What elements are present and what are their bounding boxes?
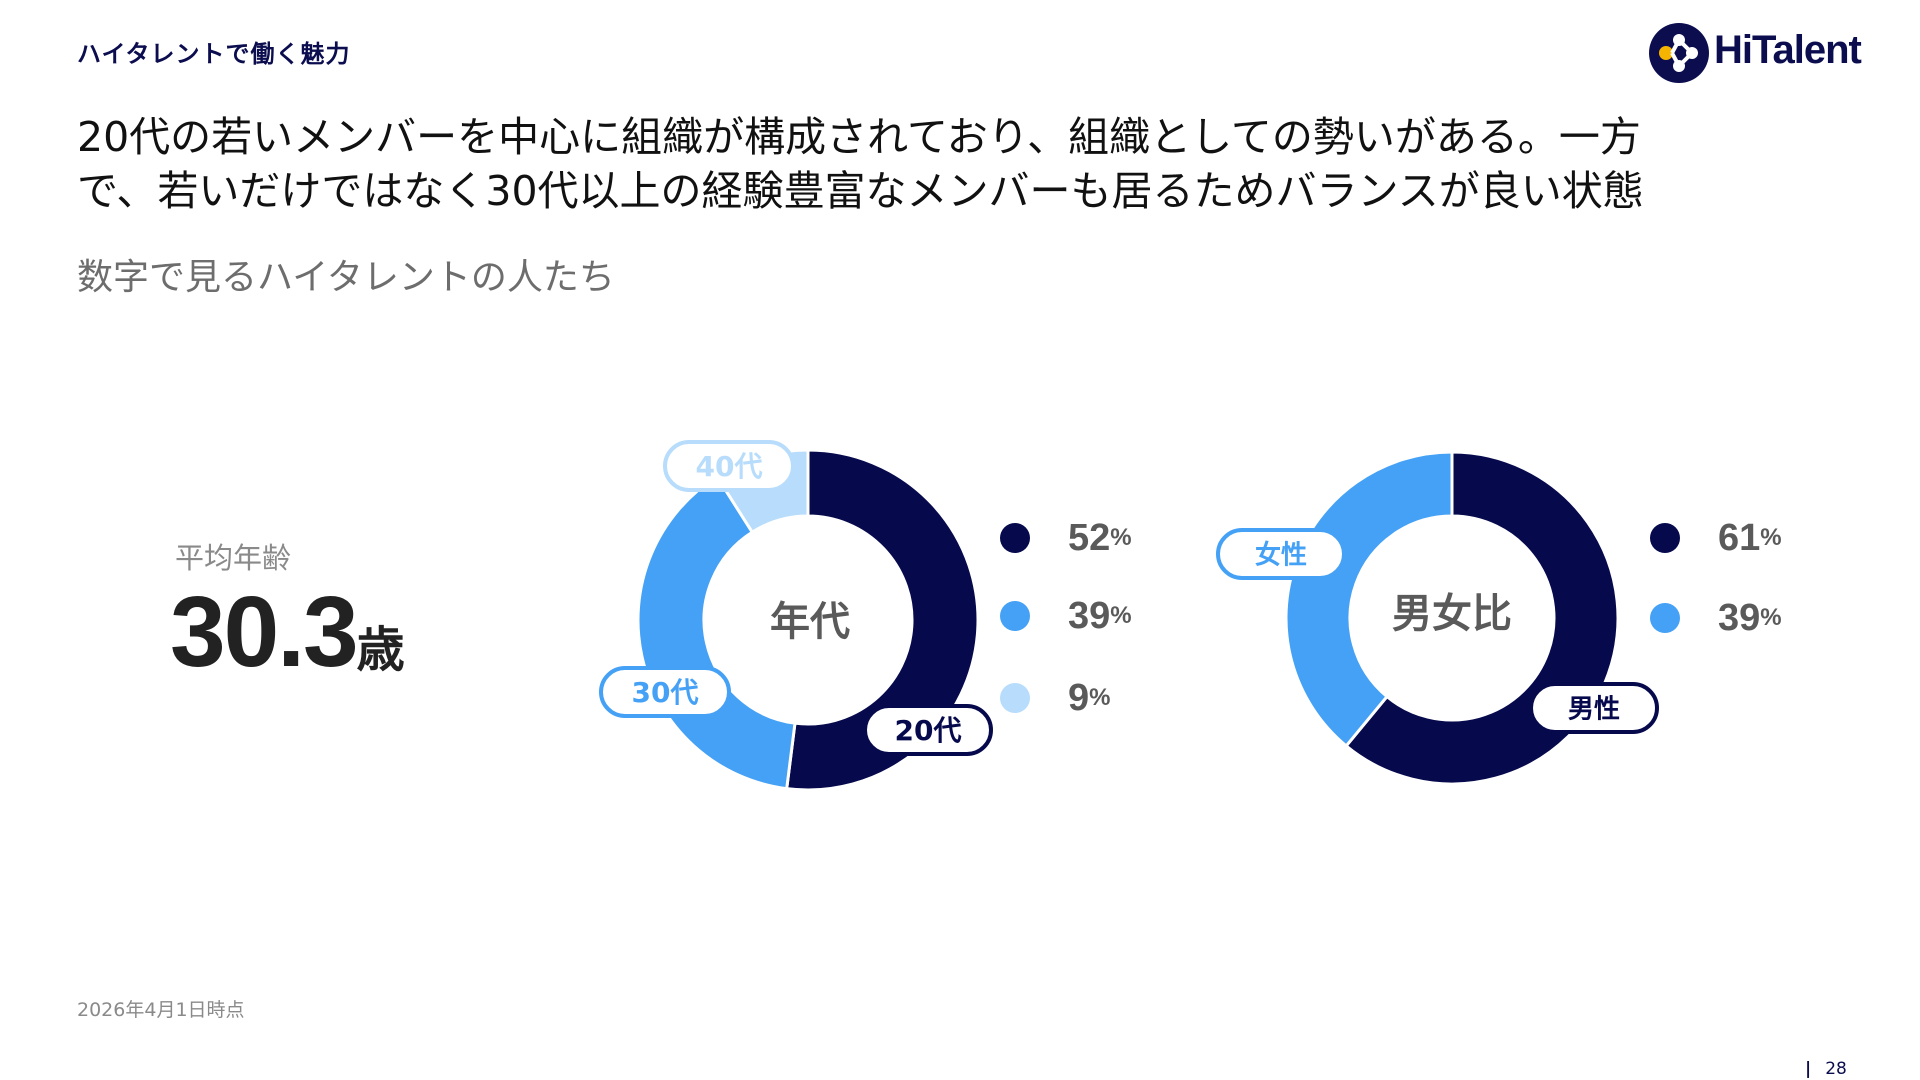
- average-age-unit: 歳: [356, 622, 405, 678]
- hitalent-logo: HiTalent: [1648, 20, 1862, 86]
- average-age-value: 30.3歳: [170, 575, 405, 690]
- gender-callout-male: 男性: [1529, 682, 1659, 734]
- as-of-date: 2026年4月1日時点: [77, 999, 245, 1021]
- headline-line-2: で、若いだけではなく30代以上の経験豊富なメンバーも居るためバランスが良い状態: [77, 167, 1644, 215]
- age-callout-20-text: 20代: [895, 714, 962, 747]
- age-center-label: 年代: [770, 599, 850, 645]
- gender-legend-unit-female: %: [1760, 604, 1782, 631]
- age-donut-chart: 年代 20代 30代 40代: [599, 440, 993, 792]
- headline: 20代の若いメンバーを中心に組織が構成されており、組織としての勢いがある。一方 …: [77, 110, 1857, 218]
- age-legend-value-30: 39: [1068, 594, 1111, 637]
- gender-legend-value-male: 61: [1718, 516, 1761, 559]
- legend-dot-blue: [1650, 603, 1680, 633]
- age-callout-20: 20代: [863, 704, 993, 756]
- gender-callout-female: 女性: [1216, 528, 1346, 580]
- gender-donut-chart: 男女比 男性 女性: [1216, 450, 1659, 786]
- hitalent-logo-icon: [1649, 23, 1709, 83]
- age-legend-unit-20: %: [1110, 524, 1132, 551]
- page-indicator: | 28: [1805, 1059, 1847, 1079]
- age-legend-item-40: 9%: [1000, 668, 1110, 728]
- age-legend-item-30: 39%: [1000, 586, 1132, 646]
- gender-donut-slice-2: [1284, 450, 1454, 749]
- legend-dot-light-blue: [1000, 683, 1030, 713]
- age-callout-40: 40代: [663, 440, 795, 492]
- average-age-label: 平均年齢: [175, 541, 292, 575]
- legend-dot-navy: [1000, 523, 1030, 553]
- headline-line-1: 20代の若いメンバーを中心に組織が構成されており、組織としての勢いがある。一方: [77, 113, 1641, 161]
- legend-dot-blue: [1000, 601, 1030, 631]
- subtitle: 数字で見るハイタレントの人たち: [77, 257, 615, 298]
- page-number: 28: [1825, 1059, 1847, 1079]
- legend-dot-navy: [1650, 523, 1680, 553]
- gender-callout-male-text: 男性: [1568, 695, 1620, 725]
- gender-legend-unit-male: %: [1760, 524, 1782, 551]
- gender-legend-value-female: 39: [1718, 596, 1761, 639]
- average-age-number: 30.3: [170, 576, 359, 688]
- age-callout-30: 30代: [599, 666, 731, 718]
- gender-callout-female-text: 女性: [1255, 540, 1307, 571]
- section-label: ハイタレントで働く魅力: [77, 40, 351, 68]
- gender-center-label: 男女比: [1392, 591, 1512, 637]
- gender-legend-item-female: 39%: [1650, 588, 1782, 648]
- age-legend-value-40: 9: [1068, 676, 1090, 719]
- page-separator: |: [1805, 1059, 1812, 1079]
- age-legend-value-20: 52: [1068, 516, 1111, 559]
- age-legend-item-20: 52%: [1000, 508, 1132, 568]
- age-legend-unit-40: %: [1089, 684, 1111, 711]
- age-legend-unit-30: %: [1110, 602, 1132, 629]
- age-callout-30-text: 30代: [632, 676, 699, 709]
- gender-legend-item-male: 61%: [1650, 508, 1782, 568]
- logo-text: HiTalent: [1714, 28, 1862, 72]
- age-callout-40-text: 40代: [696, 450, 763, 483]
